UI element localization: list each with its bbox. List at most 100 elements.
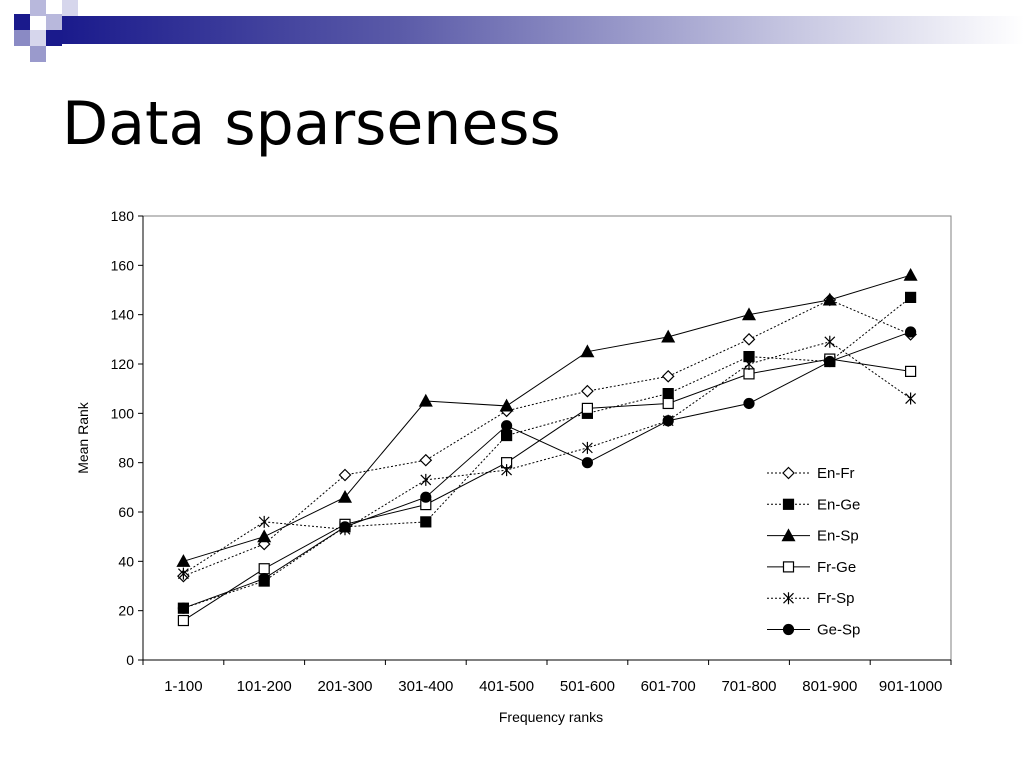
y-tick-label: 180 — [111, 208, 135, 224]
data-point — [501, 420, 513, 432]
legend-label: En-Sp — [817, 528, 859, 545]
data-point — [177, 602, 189, 614]
data-point — [741, 307, 757, 321]
x-tick-label: 101-200 — [237, 678, 292, 695]
data-point — [176, 554, 191, 567]
data-point — [743, 397, 755, 410]
data-point — [824, 355, 836, 368]
decor-square — [46, 14, 62, 30]
data-point — [177, 614, 189, 627]
data-point — [418, 393, 433, 407]
data-point — [258, 572, 270, 585]
series-line — [183, 358, 911, 621]
y-tick-label: 20 — [118, 603, 134, 619]
series-en-fr — [177, 293, 917, 583]
data-point — [782, 498, 795, 510]
series-en-sp — [176, 267, 918, 567]
y-axis-title: Mean Rank — [75, 401, 91, 474]
data-point — [781, 528, 796, 542]
y-tick-label: 60 — [118, 504, 134, 520]
data-point — [581, 441, 593, 454]
data-point — [419, 453, 433, 467]
data-point — [499, 398, 514, 412]
series-line — [183, 297, 911, 609]
decor-square — [30, 46, 46, 62]
x-tick-label: 1-100 — [164, 678, 202, 695]
data-point — [903, 267, 918, 281]
data-point — [581, 384, 594, 398]
x-tick-label: 901-1000 — [879, 678, 942, 695]
data-point — [743, 368, 755, 380]
slide-title: Data sparseness — [62, 89, 561, 159]
data-point — [782, 561, 795, 573]
x-tick-label: 601-700 — [641, 678, 696, 695]
data-point — [904, 291, 917, 303]
series-fr-sp — [177, 335, 917, 580]
decor-square — [30, 30, 46, 46]
legend-label: Fr-Ge — [817, 559, 856, 576]
series-line — [183, 331, 911, 609]
data-point — [662, 388, 674, 400]
data-point — [742, 332, 756, 346]
data-point — [580, 344, 595, 358]
data-point — [420, 516, 432, 528]
legend-label: En-Fr — [817, 465, 855, 482]
legend-label: Fr-Sp — [817, 590, 855, 607]
y-tick-label: 120 — [111, 356, 135, 372]
y-tick-label: 40 — [118, 553, 134, 569]
series-line — [183, 341, 911, 575]
series-en-ge — [177, 291, 917, 614]
decor-square — [30, 0, 46, 16]
y-tick-label: 80 — [118, 455, 134, 471]
data-point — [662, 397, 674, 410]
data-point — [743, 358, 755, 370]
data-point — [581, 402, 594, 414]
data-point — [420, 473, 432, 486]
data-point — [661, 369, 675, 383]
data-point — [420, 491, 432, 503]
series-line — [183, 274, 911, 562]
series-fr-ge — [177, 353, 917, 627]
data-point — [337, 489, 353, 503]
data-point — [581, 457, 594, 469]
x-tick-label: 401-500 — [479, 678, 534, 695]
chart-legend: En-Fr En-Ge En-Sp Fr-Ge Fr-Sp Ge-Sp — [767, 465, 860, 639]
header-gradient-band — [60, 16, 1024, 44]
series-ge-sp — [177, 326, 917, 614]
data-point — [661, 329, 676, 343]
data-point — [258, 515, 270, 528]
x-tick-label: 501-600 — [560, 678, 615, 695]
decor-square — [14, 30, 30, 46]
x-tick-label: 201-300 — [317, 678, 372, 695]
data-point — [662, 415, 674, 427]
y-tick-label: 140 — [111, 307, 135, 323]
decor-square — [46, 30, 62, 46]
data-point — [782, 466, 795, 480]
data-point — [177, 567, 189, 580]
y-tick-label: 160 — [111, 257, 135, 273]
data-point — [904, 326, 917, 338]
x-axis-title: Frequency ranks — [499, 709, 603, 725]
data-point — [822, 292, 837, 306]
data-point — [501, 429, 513, 442]
data-point — [501, 464, 513, 477]
data-point — [905, 392, 917, 405]
legend-label: En-Ge — [817, 496, 860, 513]
data-point — [782, 623, 795, 636]
data-point — [824, 335, 836, 348]
data-point — [783, 592, 794, 605]
data-point — [904, 365, 917, 377]
series-line — [183, 299, 911, 577]
legend-label: Ge-Sp — [817, 622, 860, 639]
x-tick-label: 301-400 — [398, 678, 453, 695]
x-tick-label: 701-800 — [721, 678, 776, 695]
decor-square — [62, 0, 78, 16]
data-point — [338, 468, 352, 482]
decor-square — [14, 14, 30, 30]
y-tick-label: 100 — [111, 405, 135, 421]
data-point — [257, 529, 272, 543]
data-point — [339, 521, 351, 533]
slide-corner-decoration — [14, 0, 1024, 62]
x-tick-label: 801-900 — [802, 678, 857, 695]
